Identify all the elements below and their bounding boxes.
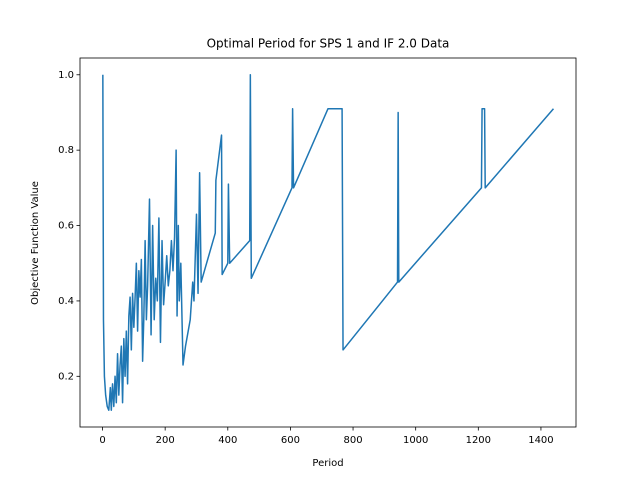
x-tick-label: 800: [344, 435, 363, 446]
x-tick-label: 600: [281, 435, 300, 446]
x-tick-label: 200: [156, 435, 175, 446]
x-tick-label: 1400: [528, 435, 553, 446]
chart-title: Optimal Period for SPS 1 and IF 2.0 Data: [207, 37, 450, 51]
x-tick-label: 0: [99, 435, 105, 446]
data-line: [102, 74, 555, 411]
plot-area: [102, 74, 555, 411]
axes-frame: [79, 57, 577, 428]
y-axis-label: Objective Function Value: [30, 181, 41, 305]
y-tick-label: 0.8: [58, 145, 74, 156]
y-tick-label: 0.2: [58, 371, 74, 382]
y-tick-label: 0.4: [58, 296, 74, 307]
x-tick-label: 1200: [466, 435, 491, 446]
y-tick-label: 1.0: [58, 70, 74, 81]
x-axis-label: Period: [312, 458, 343, 469]
x-tick-label: 1000: [403, 435, 428, 446]
y-tick-label: 0.6: [58, 221, 74, 232]
x-tick-label: 400: [218, 435, 237, 446]
